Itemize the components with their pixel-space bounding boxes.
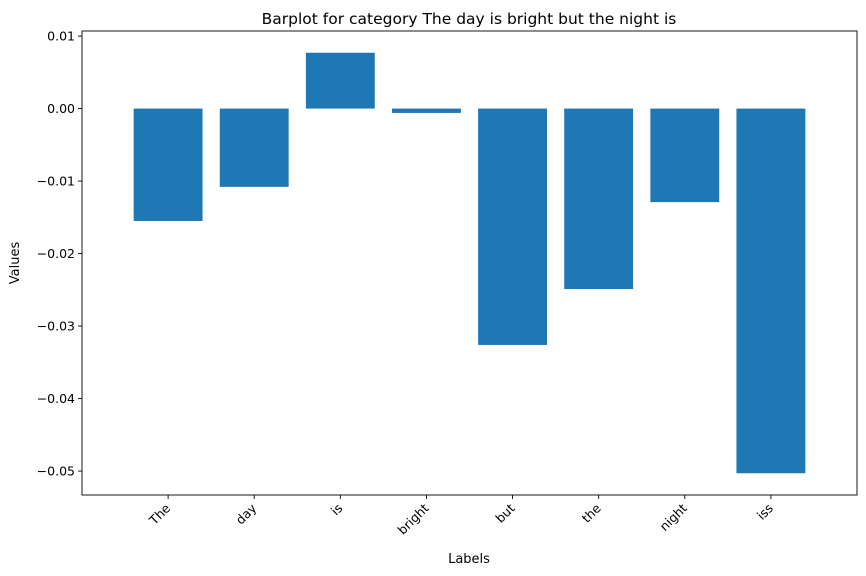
bar-the [564, 108, 634, 290]
bar-is [305, 52, 375, 109]
bar-but [478, 108, 547, 345]
x-tick-label: The [145, 500, 173, 528]
bars-group [133, 52, 806, 474]
bar-day [219, 108, 289, 187]
x-tick-label: but [492, 500, 517, 525]
x-tick-label: night [657, 500, 690, 533]
chart-title: Barplot for category The day is bright b… [262, 10, 677, 28]
x-tick-label: day [232, 500, 259, 527]
y-tick-label: 0.00 [47, 101, 75, 116]
x-tick-label: the [579, 500, 604, 525]
x-tick-label: bright [395, 500, 432, 537]
x-tick-label: is [328, 501, 346, 519]
y-tick-label: 0.01 [47, 29, 75, 44]
y-tick-label: −0.02 [37, 246, 75, 261]
bar-bright [392, 108, 461, 113]
bar-The [133, 108, 203, 221]
bar-iss [736, 108, 806, 474]
y-axis-label: Values [8, 242, 23, 285]
y-tick-label: −0.04 [37, 391, 75, 406]
x-axis-label: Labels [448, 552, 490, 567]
y-tick-label: −0.01 [37, 174, 75, 189]
x-tick-label: iss [754, 501, 776, 523]
y-tick-label: −0.05 [37, 464, 75, 479]
y-axis: 0.01 0.00 −0.01 −0.02 −0.03 −0.04 −0.05 [37, 29, 82, 479]
y-tick-label: −0.03 [37, 319, 75, 334]
x-axis: The day is bright but the night iss [145, 495, 776, 538]
bar-night [650, 108, 720, 203]
plot-frame [81, 30, 858, 496]
